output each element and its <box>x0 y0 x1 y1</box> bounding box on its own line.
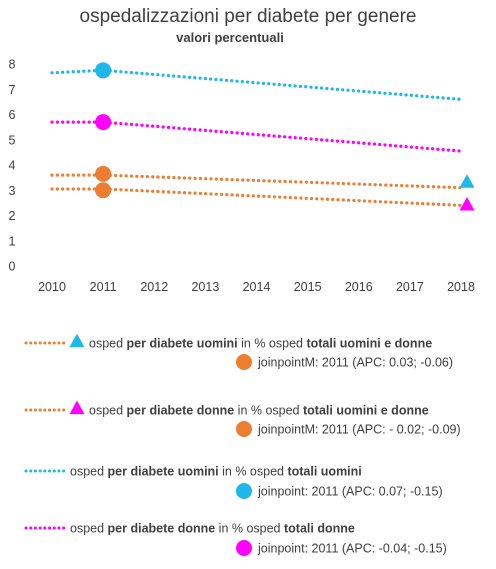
x-tick-label: 2017 <box>396 280 424 294</box>
legend-joinpoint-text-2: joinpointM: 2011 (APC: - 0.02; -0.09) <box>257 423 461 437</box>
y-tick-label: 0 <box>9 260 16 274</box>
legend-label-3: osped per diabete uomini in % osped tota… <box>70 465 362 479</box>
joinpoint-marker-1 <box>95 165 112 182</box>
y-tick-label: 3 <box>9 184 16 198</box>
end-triangle-marker-2 <box>459 197 475 211</box>
chart-subtitle: valori percentuali <box>176 30 284 45</box>
end-triangle-marker-1 <box>459 174 475 188</box>
x-tick-label: 2012 <box>140 280 168 294</box>
x-tick-label: 2014 <box>243 280 271 294</box>
y-tick-label: 1 <box>9 234 16 248</box>
x-tick-label: 2018 <box>447 280 475 294</box>
legend-joinpoint-circle-3 <box>236 483 252 499</box>
x-tick-label: 2011 <box>90 280 117 294</box>
legend-joinpoint-circle-4 <box>236 540 252 556</box>
y-tick-label: 2 <box>9 209 16 223</box>
legend-joinpoint-circle-2 <box>236 421 252 437</box>
legend-triangle-1 <box>69 333 85 348</box>
series-line-1 <box>50 173 463 190</box>
y-tick-label: 7 <box>9 83 16 97</box>
legend-joinpoint-text-3: joinpoint: 2011 (APC: 0.07; -0.15) <box>257 485 443 499</box>
x-tick-label: 2010 <box>38 280 66 294</box>
series-line-3 <box>50 68 463 102</box>
joinpoint-marker-3 <box>95 62 112 79</box>
y-tick-label: 6 <box>9 108 16 122</box>
legend-joinpoint-circle-1 <box>236 354 252 370</box>
y-tick-label: 8 <box>9 58 16 72</box>
y-tick-label: 4 <box>9 159 16 173</box>
legend-label-1: osped per diabete uomini in % osped tota… <box>89 337 432 351</box>
legend-label-4: osped per diabete donne in % osped total… <box>70 522 355 536</box>
series-line-2 <box>50 187 463 207</box>
legend-triangle-2 <box>69 400 85 415</box>
joinpoint-marker-4 <box>95 114 112 131</box>
y-tick-label: 5 <box>9 133 16 147</box>
legend-label-2: osped per diabete donne in % osped total… <box>89 404 429 418</box>
legend-joinpoint-text-4: joinpoint: 2011 (APC: -0.04; -0.15) <box>257 542 447 556</box>
legend-joinpoint-text-1: joinpointM: 2011 (APC: 0.03; -0.06) <box>257 356 453 370</box>
x-tick-label: 2013 <box>191 280 219 294</box>
chart-title: ospedalizzazioni per diabete per genere <box>79 6 417 27</box>
joinpoint-marker-2 <box>95 182 112 199</box>
x-tick-label: 2015 <box>294 280 322 294</box>
series-line-4 <box>50 120 463 153</box>
x-tick-label: 2016 <box>345 280 373 294</box>
